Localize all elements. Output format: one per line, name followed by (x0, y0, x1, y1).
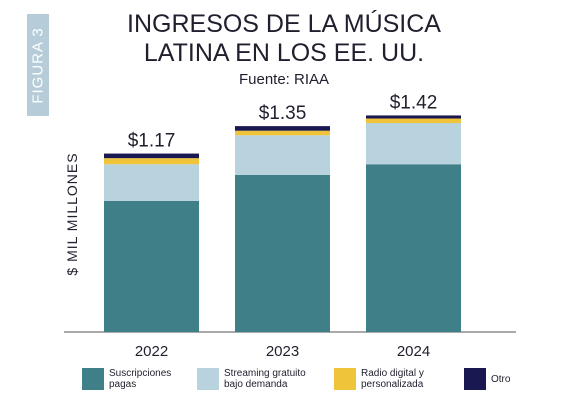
bar-segment-2024-3 (366, 118, 461, 124)
bar-total-label-2024: $1.42 (390, 92, 438, 113)
bar-segment-2023-2 (235, 135, 330, 175)
bar-segment-2022-3 (104, 158, 199, 165)
legend-label: Streaming gratuito bajo demanda (224, 368, 306, 390)
legend-label: Otro (491, 373, 511, 385)
legend-swatch (197, 368, 219, 390)
bar-segment-2022-2 (104, 164, 199, 201)
bar-segment-2023-3 (235, 130, 330, 136)
legend-swatch (334, 368, 356, 390)
bar-segment-2024-4 (366, 115, 461, 119)
legend-swatch (464, 368, 486, 390)
bar-segment-2023-1 (235, 174, 330, 332)
bar-segment-2024-2 (366, 123, 461, 165)
bar-total-label-2022: $1.17 (128, 131, 176, 152)
legend-item: Streaming gratuito bajo demanda (197, 368, 319, 390)
bar-total-label-2023: $1.35 (259, 103, 307, 124)
bar-segment-2022-1 (104, 200, 199, 332)
chart-title: INGRESOS DE LA MÚSICA LATINA EN LOS EE. … (0, 10, 568, 68)
legend-swatch (82, 368, 104, 390)
bar-segment-2024-1 (366, 164, 461, 332)
figure-label-tab: FIGURA 3 (27, 14, 49, 116)
x-tick-label-2022: 2022 (135, 343, 168, 360)
chart-subtitle: Fuente: RIAA (238, 71, 330, 88)
legend-item: Radio digital y personalizada (334, 368, 449, 390)
bar-segment-2022-4 (104, 153, 199, 159)
legend-item: Otro (464, 368, 521, 390)
x-tick-label-2023: 2023 (266, 343, 299, 360)
chart-legend: Suscripciones pagas Streaming gratuito ba… (82, 368, 521, 398)
legend-item: Suscripciones pagas (82, 368, 177, 390)
legend-label: Suscripciones pagas (109, 368, 172, 390)
bar-segment-2023-4 (235, 126, 330, 131)
x-tick-label-2024: 2024 (397, 343, 430, 360)
legend-label: Radio digital y personalizada (361, 368, 424, 390)
chart-title-text: INGRESOS DE LA MÚSICA LATINA EN LOS EE. … (127, 10, 441, 67)
